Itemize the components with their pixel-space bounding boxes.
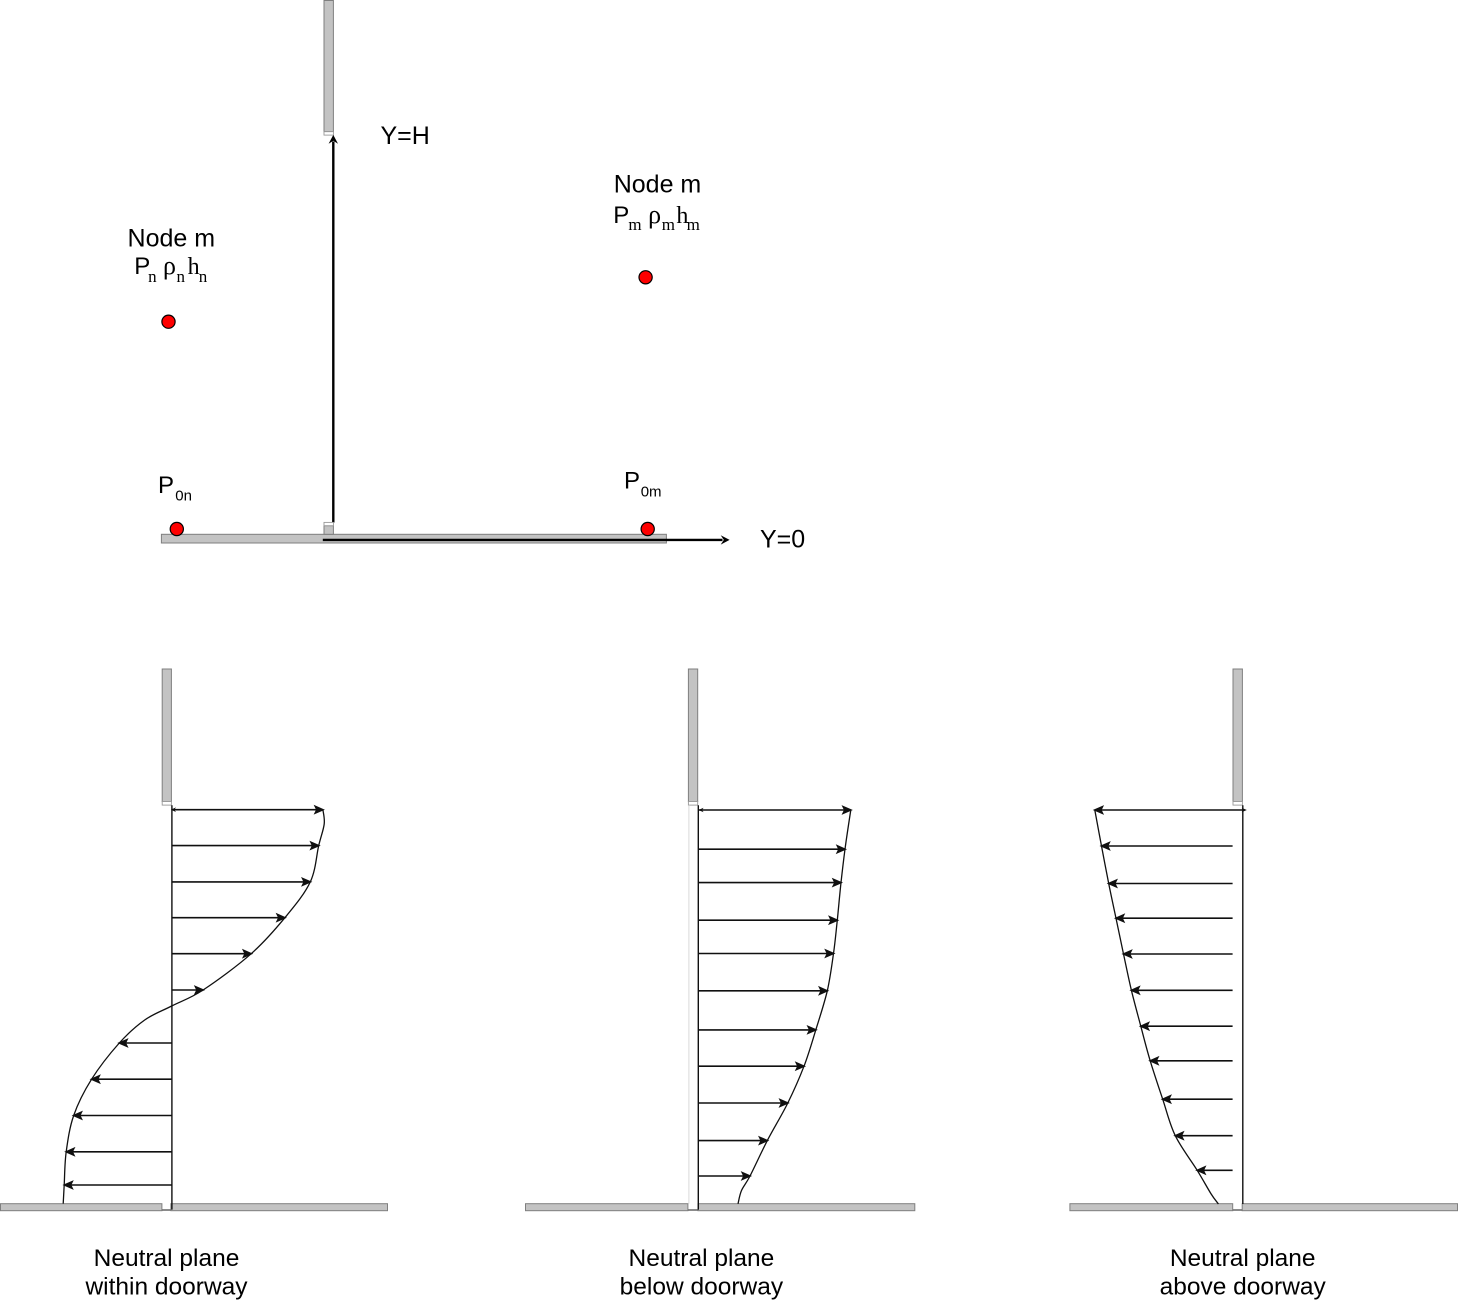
svg-text:m: m [662, 215, 675, 234]
svg-text:Y=H: Y=H [381, 122, 430, 150]
svg-text:h: h [676, 203, 688, 229]
svg-text:P: P [613, 202, 629, 229]
svg-text:h: h [188, 254, 200, 280]
svg-text:m: m [628, 215, 641, 234]
svg-text:n: n [148, 267, 157, 286]
svg-text:n: n [177, 267, 186, 286]
svg-text:Y=0: Y=0 [760, 526, 805, 554]
svg-text:n: n [199, 267, 208, 286]
svg-text:Node m: Node m [128, 225, 216, 253]
svg-text:P: P [158, 472, 174, 499]
svg-text:m: m [687, 215, 700, 234]
svg-text:0m: 0m [641, 484, 662, 501]
svg-text:Neutral plane: Neutral plane [1170, 1245, 1316, 1272]
svg-text:Node m: Node m [614, 170, 702, 198]
svg-text:Neutral plane: Neutral plane [94, 1245, 240, 1272]
svg-text:ρ: ρ [163, 251, 176, 280]
svg-text:Neutral plane: Neutral plane [629, 1245, 775, 1272]
svg-text:within doorway: within doorway [84, 1273, 248, 1300]
svg-text:P: P [134, 253, 150, 280]
svg-text:0n: 0n [175, 487, 192, 504]
svg-text:P: P [624, 468, 640, 495]
svg-text:ρ: ρ [648, 200, 661, 229]
svg-text:below doorway: below doorway [620, 1273, 784, 1300]
svg-text:above doorway: above doorway [1160, 1273, 1327, 1300]
